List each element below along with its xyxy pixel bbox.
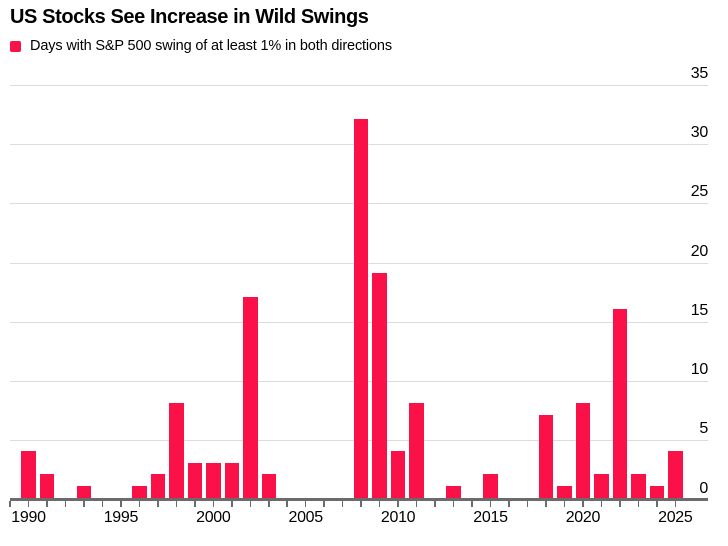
chart-title: US Stocks See Increase in Wild Swings [10, 6, 369, 28]
x-tick-2022 [619, 501, 621, 507]
bar-2015 [483, 474, 498, 498]
x-tick-2006 [323, 501, 325, 507]
bar-1998 [169, 403, 184, 498]
x-tick-2004 [286, 501, 288, 507]
x-tick-1992 [64, 501, 67, 507]
bar-2022 [612, 308, 628, 498]
bar-2013 [446, 486, 461, 498]
bar-2018 [538, 415, 554, 498]
x-tick-2017 [526, 501, 529, 507]
x-tick-1993 [83, 501, 85, 507]
y-tick-label-35: 35 [690, 65, 709, 82]
y-tick-label-10: 10 [690, 361, 709, 379]
x-tick-label-2000: 2000 [196, 509, 231, 526]
x-tick-2008 [360, 501, 362, 507]
x-tick-2001 [231, 501, 233, 507]
bar-1997 [150, 474, 166, 498]
x-tick-2016 [508, 501, 510, 507]
bar-1990 [21, 450, 36, 498]
x-tick-1990 [27, 501, 30, 507]
bar-1991 [39, 474, 55, 498]
x-tick-label-2020: 2020 [565, 509, 601, 526]
bar-1999 [187, 462, 203, 498]
x-tick-2000 [212, 501, 214, 507]
bar-2021 [594, 474, 609, 498]
x-tick-2013 [452, 501, 455, 507]
y-tick-label-20: 20 [690, 242, 709, 260]
y-tick-label-30: 30 [690, 124, 709, 142]
x-tick-1995 [120, 501, 122, 507]
x-tick-2011 [415, 501, 418, 507]
legend-label: Days with S&P 500 swing of at least 1% i… [30, 38, 392, 54]
x-tick-2007 [341, 501, 344, 507]
x-tick-label-1990: 1990 [11, 509, 46, 526]
x-tick-2019 [563, 501, 566, 507]
legend: Days with S&P 500 swing of at least 1% i… [10, 38, 392, 54]
bar-2025 [668, 450, 683, 498]
bar-1993 [76, 486, 92, 498]
x-tick-1998 [175, 501, 178, 507]
bar-2003 [261, 474, 276, 498]
bar-2020 [575, 403, 591, 498]
x-tick-2002 [249, 501, 251, 507]
x-tick-1996 [138, 501, 141, 507]
x-tick-2018 [545, 501, 547, 507]
x-tick-label-2005: 2005 [288, 509, 323, 526]
bar-2023 [631, 474, 646, 498]
bar-2000 [206, 462, 221, 498]
x-tick-2020 [582, 501, 584, 507]
bar-2024 [649, 486, 665, 498]
bar-2001 [224, 462, 239, 498]
x-tick-2024 [656, 501, 658, 507]
x-tick-2012 [434, 501, 436, 507]
x-tick-2023 [637, 501, 640, 507]
x-tick-label-2025: 2025 [658, 509, 693, 526]
bar-2011 [409, 403, 424, 498]
gridline-35 [10, 85, 708, 86]
y-tick-label-5: 5 [699, 420, 708, 438]
legend-swatch-icon [10, 40, 21, 52]
y-tick-label-0: 0 [699, 479, 708, 497]
x-tick-1999 [194, 501, 196, 507]
x-axis-line [10, 498, 708, 501]
x-tick-label-2015: 2015 [473, 509, 508, 526]
bar-2008 [353, 119, 369, 498]
bar-2002 [243, 296, 258, 498]
bar-1996 [132, 486, 147, 498]
bar-2010 [390, 450, 406, 498]
x-tick-2009 [378, 501, 381, 507]
x-tick-label-2010: 2010 [380, 509, 416, 526]
bar-2019 [557, 486, 572, 498]
x-tick-2021 [600, 501, 603, 507]
x-tick-1989 [9, 501, 11, 507]
x-tick-2005 [304, 501, 307, 507]
x-tick-1991 [46, 501, 48, 507]
x-tick-1997 [157, 501, 159, 507]
x-tick-2010 [397, 501, 399, 507]
x-tick-2014 [471, 501, 473, 507]
x-tick-2003 [268, 501, 270, 507]
x-tick-2015 [489, 501, 492, 507]
bar-2009 [372, 273, 387, 498]
y-tick-label-15: 15 [690, 301, 709, 319]
x-tick-1994 [101, 501, 104, 507]
x-tick-2025 [674, 501, 676, 507]
x-tick-label-1995: 1995 [103, 509, 139, 526]
y-tick-label-25: 25 [690, 183, 709, 201]
